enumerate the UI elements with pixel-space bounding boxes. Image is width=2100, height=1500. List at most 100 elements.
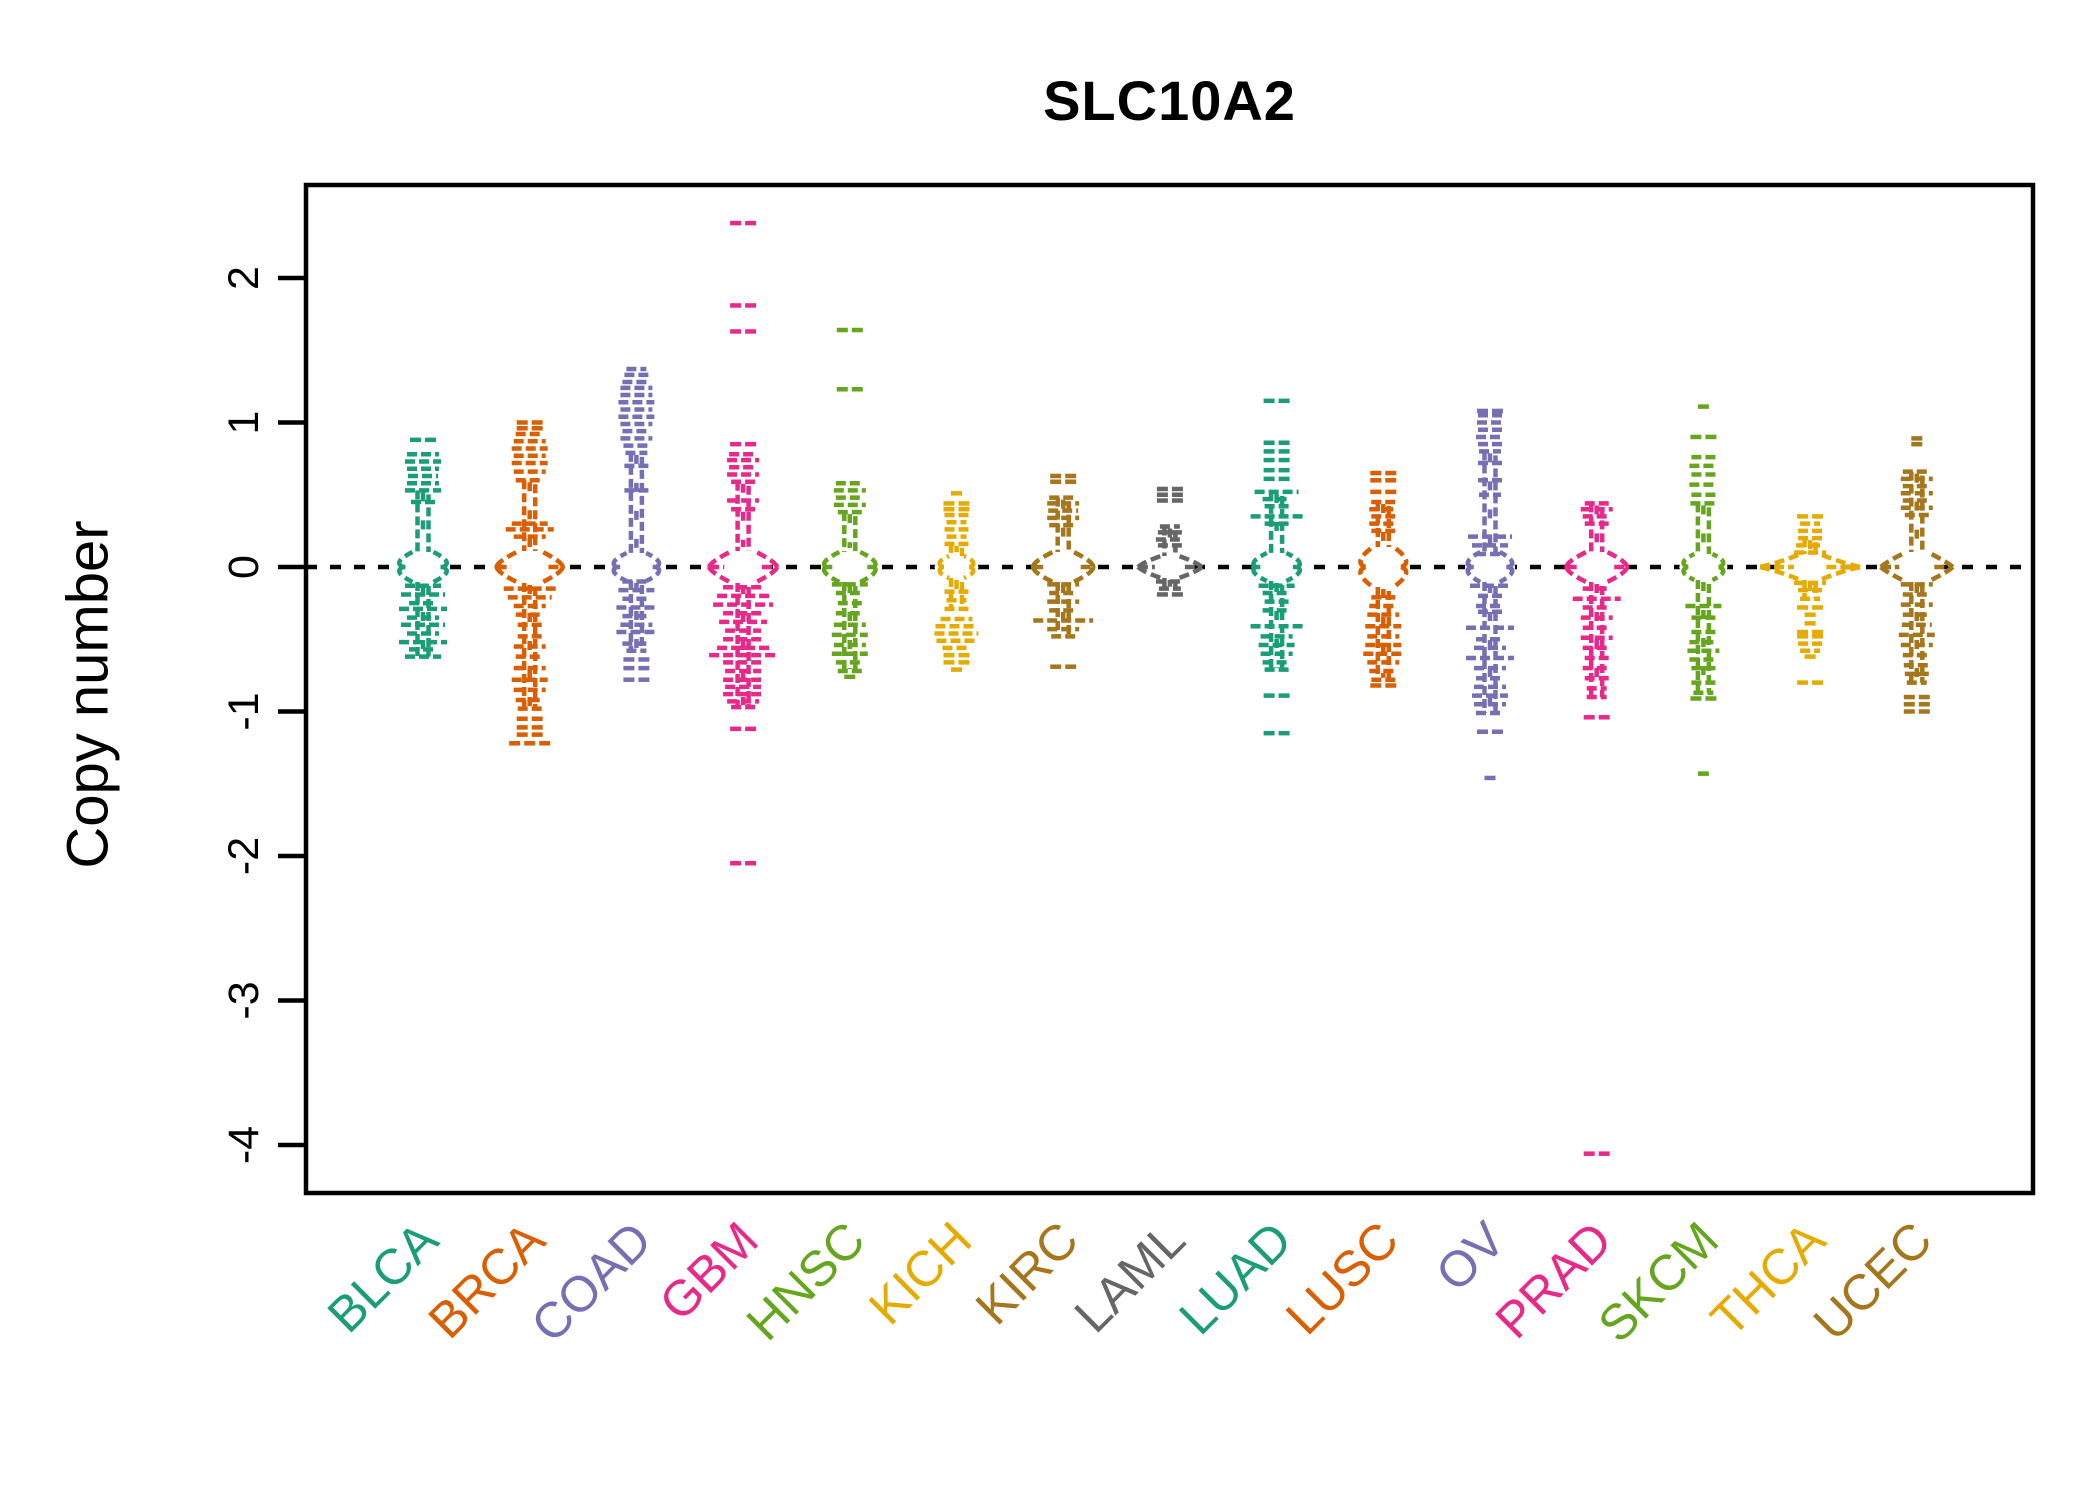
arc-upper-left bbox=[1030, 549, 1054, 568]
swarm-KIRC bbox=[1030, 473, 1096, 669]
y-tick-label: 2 bbox=[220, 266, 268, 290]
arc-lower-left bbox=[1251, 565, 1268, 584]
swarm-LUAD bbox=[1250, 398, 1303, 736]
outlier-dash bbox=[1812, 629, 1824, 635]
arc-lower-left bbox=[494, 566, 520, 586]
plot-box bbox=[303, 182, 2036, 1196]
outlier-dash bbox=[1697, 404, 1709, 409]
outlier-dash bbox=[531, 725, 543, 730]
lens-hole bbox=[1890, 554, 1943, 580]
outlier-dash bbox=[1278, 449, 1290, 454]
arc-upper-right bbox=[753, 548, 780, 568]
outlier-dash bbox=[943, 506, 955, 512]
arc-lower-right bbox=[645, 565, 662, 584]
y-tick-label: -3 bbox=[220, 981, 268, 1019]
arc-lower-left bbox=[1564, 566, 1588, 585]
x-label-KIRC: KIRC bbox=[965, 1211, 1089, 1335]
outlier-dash bbox=[1797, 629, 1809, 635]
outlier-dash bbox=[531, 420, 543, 425]
outlier-dash bbox=[531, 732, 543, 737]
x-label-SKCM: SKCM bbox=[1587, 1211, 1729, 1353]
outlier-dash bbox=[531, 426, 543, 431]
arc-lower-left bbox=[1136, 565, 1162, 581]
x-label-BLCA: BLCA bbox=[317, 1211, 449, 1343]
plot-title: SLC10A2 bbox=[1043, 69, 1296, 132]
outlier-dash bbox=[1918, 702, 1930, 707]
outlier-dash bbox=[1911, 441, 1923, 447]
outlier-dash bbox=[638, 665, 650, 671]
arc-lower-right bbox=[1178, 565, 1204, 581]
outlier-dash bbox=[1385, 489, 1397, 495]
swarm-OV bbox=[1465, 408, 1515, 781]
outlier-dash bbox=[1385, 683, 1397, 688]
outlier-dash bbox=[1492, 408, 1503, 414]
outlier-dash bbox=[1903, 702, 1915, 707]
outlier-dash bbox=[1903, 709, 1915, 714]
swarm-GBM bbox=[706, 220, 780, 866]
lens-hole bbox=[1251, 555, 1302, 579]
arc-lower-right bbox=[1711, 564, 1726, 583]
outlier-dash bbox=[524, 741, 536, 746]
arc-lower-left bbox=[1681, 564, 1696, 583]
outlier-dash bbox=[425, 437, 436, 443]
lens-hole bbox=[611, 555, 662, 579]
outlier-dash bbox=[1598, 715, 1610, 720]
outlier-dash bbox=[1171, 498, 1183, 503]
outlier-dash bbox=[730, 220, 742, 226]
arc-upper-left bbox=[706, 548, 733, 568]
swarm-BRCA bbox=[494, 420, 565, 746]
swarm-SKCM bbox=[1679, 404, 1728, 776]
lens-hole bbox=[1785, 556, 1836, 578]
outlier-dash bbox=[1492, 729, 1503, 734]
arc-lower-left bbox=[1879, 565, 1908, 585]
outlier-dash bbox=[1804, 621, 1816, 626]
outlier-dash bbox=[958, 660, 970, 665]
outlier-dash bbox=[1812, 634, 1824, 639]
outlier-dash bbox=[1697, 771, 1709, 776]
outlier-dash bbox=[1171, 486, 1183, 492]
swarm-LAML bbox=[1136, 486, 1204, 597]
outlier-dash bbox=[516, 426, 528, 431]
x-label-COAD: COAD bbox=[520, 1211, 662, 1353]
outlier-dash bbox=[1804, 654, 1816, 659]
outlier-dash bbox=[730, 329, 742, 334]
lens-hole bbox=[1145, 558, 1194, 576]
outlier-dash bbox=[1797, 634, 1809, 639]
outlier-dash bbox=[1690, 434, 1702, 440]
outlier-dash bbox=[1477, 729, 1488, 734]
outlier-dash bbox=[943, 652, 955, 658]
x-label-LUAD: LUAD bbox=[1168, 1211, 1302, 1345]
outlier-dash bbox=[1797, 680, 1809, 685]
swarm-LUSC bbox=[1357, 470, 1410, 688]
outlier-dash bbox=[1370, 478, 1382, 483]
outlier-dash bbox=[509, 741, 521, 746]
y-tick-label: -2 bbox=[220, 837, 268, 875]
arc-lower-right bbox=[859, 565, 878, 585]
outlier-dash bbox=[516, 420, 528, 425]
outlier-dash bbox=[745, 860, 757, 866]
outlier-dash bbox=[1797, 514, 1809, 519]
arc-lower-left bbox=[1030, 566, 1054, 585]
swarm-THCA bbox=[1759, 514, 1861, 685]
lens-hole bbox=[1679, 556, 1728, 578]
outlier-dash bbox=[851, 387, 863, 392]
outlier-dash bbox=[1050, 664, 1062, 669]
arc-lower-right bbox=[1606, 566, 1629, 585]
outlier-dash bbox=[1583, 1151, 1595, 1156]
outlier-dash bbox=[1050, 479, 1062, 484]
x-label-KICH: KICH bbox=[858, 1211, 982, 1335]
outlier-dash bbox=[730, 441, 742, 447]
arc-lower-right bbox=[963, 565, 976, 581]
arc-lower-left bbox=[1465, 565, 1482, 584]
outlier-dash bbox=[1812, 605, 1824, 610]
outlier-dash bbox=[1263, 730, 1275, 736]
outlier-dash bbox=[1690, 696, 1702, 701]
arc-lower-right bbox=[1498, 565, 1515, 584]
outlier-dash bbox=[844, 674, 856, 680]
swarm-HNSC bbox=[821, 327, 878, 680]
outlier-dash bbox=[516, 732, 528, 737]
swarm-BLCA bbox=[397, 437, 449, 659]
outlier-dash bbox=[1812, 680, 1824, 685]
outlier-dash bbox=[1477, 408, 1488, 414]
